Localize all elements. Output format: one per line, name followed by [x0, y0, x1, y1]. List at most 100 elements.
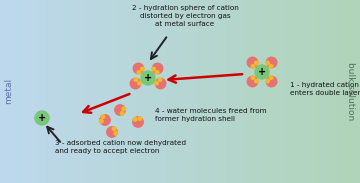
Bar	[18, 0, 20, 183]
Circle shape	[158, 78, 162, 81]
Bar	[236, 0, 238, 183]
Circle shape	[133, 117, 137, 121]
Circle shape	[255, 79, 258, 83]
Bar	[311, 0, 314, 183]
Bar	[239, 0, 242, 183]
Bar	[157, 0, 159, 183]
Bar	[310, 0, 312, 183]
Bar	[101, 0, 103, 183]
Circle shape	[122, 107, 126, 111]
Bar	[252, 0, 254, 183]
Bar	[43, 0, 45, 183]
Bar	[290, 0, 292, 183]
Bar	[58, 0, 60, 183]
Bar	[110, 0, 112, 183]
Bar	[47, 0, 49, 183]
Bar	[142, 0, 144, 183]
Bar	[347, 0, 350, 183]
Bar	[281, 0, 283, 183]
Bar	[97, 0, 99, 183]
Circle shape	[35, 111, 49, 125]
Bar	[4, 0, 6, 183]
Circle shape	[141, 71, 155, 85]
Bar	[173, 0, 175, 183]
Text: bulk solution: bulk solution	[346, 62, 356, 120]
Circle shape	[266, 76, 277, 87]
Bar	[122, 0, 125, 183]
Bar	[184, 0, 186, 183]
Bar	[59, 0, 62, 183]
Bar	[229, 0, 231, 183]
Circle shape	[266, 79, 269, 83]
Bar	[115, 0, 117, 183]
Bar	[171, 0, 173, 183]
Bar	[32, 0, 35, 183]
Circle shape	[247, 57, 258, 68]
Bar	[270, 0, 272, 183]
Bar	[302, 0, 305, 183]
Bar	[211, 0, 213, 183]
Bar	[113, 0, 116, 183]
Bar	[27, 0, 29, 183]
Bar	[200, 0, 202, 183]
Bar	[328, 0, 330, 183]
Bar	[304, 0, 306, 183]
Bar	[265, 0, 267, 183]
Bar	[108, 0, 110, 183]
Circle shape	[100, 115, 110, 125]
Circle shape	[156, 78, 166, 89]
Bar	[272, 0, 274, 183]
Bar	[9, 0, 11, 183]
Circle shape	[114, 131, 118, 135]
Bar	[335, 0, 337, 183]
Bar	[124, 0, 126, 183]
Bar	[344, 0, 346, 183]
Bar	[191, 0, 193, 183]
Bar	[225, 0, 227, 183]
Bar	[135, 0, 137, 183]
Bar	[144, 0, 146, 183]
Bar	[99, 0, 101, 183]
Bar	[94, 0, 96, 183]
Bar	[20, 0, 22, 183]
Bar	[137, 0, 139, 183]
Bar	[162, 0, 164, 183]
Bar	[92, 0, 94, 183]
Text: 4 - water molecules freed from
former hydration shell: 4 - water molecules freed from former hy…	[155, 108, 267, 122]
Bar	[167, 0, 170, 183]
Bar	[139, 0, 141, 183]
Bar	[337, 0, 339, 183]
Bar	[355, 0, 357, 183]
Bar	[263, 0, 265, 183]
Circle shape	[115, 105, 125, 115]
Circle shape	[107, 127, 117, 137]
Bar	[67, 0, 69, 183]
Bar	[117, 0, 119, 183]
Bar	[0, 0, 2, 183]
Bar	[148, 0, 150, 183]
Bar	[63, 0, 65, 183]
Bar	[56, 0, 58, 183]
Bar	[149, 0, 152, 183]
Bar	[175, 0, 177, 183]
Bar	[14, 0, 17, 183]
Bar	[45, 0, 47, 183]
Bar	[79, 0, 81, 183]
Circle shape	[120, 112, 124, 115]
Text: 2 - hydration sphere of cation
distorted by electron gas
at metal surface: 2 - hydration sphere of cation distorted…	[132, 5, 238, 27]
Bar	[185, 0, 188, 183]
Bar	[230, 0, 233, 183]
Bar	[248, 0, 251, 183]
Text: +: +	[38, 113, 46, 123]
Bar	[74, 0, 76, 183]
Bar	[176, 0, 179, 183]
Bar	[256, 0, 258, 183]
Bar	[158, 0, 161, 183]
Bar	[166, 0, 168, 183]
Bar	[326, 0, 328, 183]
Circle shape	[133, 117, 143, 127]
Bar	[178, 0, 180, 183]
Bar	[317, 0, 319, 183]
Bar	[126, 0, 128, 183]
Bar	[221, 0, 224, 183]
